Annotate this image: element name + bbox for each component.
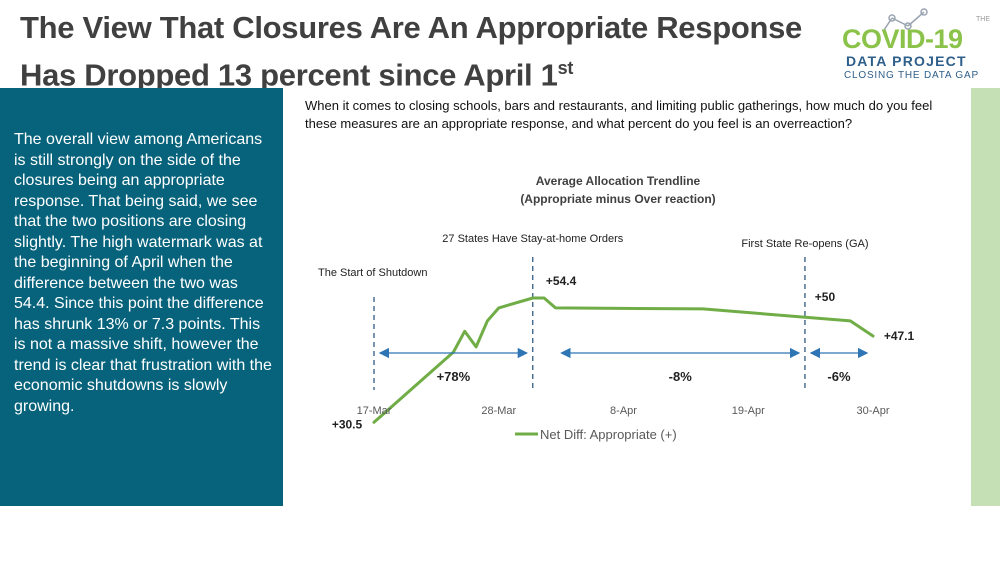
logo-tagline: CLOSING THE DATA GAP [844,70,979,81]
series-line [372,296,875,424]
logo-the: THE [976,16,990,23]
x-tick-label: 30-Apr [856,405,889,417]
change-label: -8% [669,369,693,384]
slide-title-text: The View That Closures Are An Appropriat… [20,10,802,93]
value-label: +50 [815,290,836,304]
chart-title: Average Allocation Trendline [536,174,701,188]
summary-text: The overall view among Americans is stil… [14,131,272,415]
legend-label: Net Diff: Appropriate (+) [540,427,677,442]
logo-data-project: DATA PROJECT [846,53,967,69]
event-label: First State Re-opens (GA) [741,238,868,250]
event-label: 27 States Have Stay-at-home Orders [442,233,623,245]
change-label: -6% [827,369,851,384]
network-graph-icon [883,8,928,31]
x-tick-label: 17-Mar [357,405,392,417]
logo-covid19: COVID-19 [842,24,963,54]
slide-title-sup: st [557,58,574,78]
event-label: The Start of Shutdown [318,267,427,279]
survey-question: When it comes to closing schools, bars a… [305,98,933,131]
trendline-chart: Average Allocation Trendline (Appropriate… [318,174,915,442]
x-tick-label: 8-Apr [610,405,637,417]
covid19-data-project-logo: THE COVID-19 DATA PROJECT CLOSING THE DA… [838,6,993,86]
value-label: +47.1 [884,329,915,343]
summary-panel: The overall view among Americans is stil… [0,88,283,506]
change-label: +78% [437,369,471,384]
value-label: +54.4 [546,274,577,288]
x-tick-label: 28-Mar [481,405,516,417]
chart-subtitle: (Appropriate minus Over reaction) [520,192,715,206]
x-tick-label: 19-Apr [732,405,765,417]
slide-title: The View That Closures Are An Appropriat… [20,8,830,95]
decorative-strip [971,88,1000,506]
value-label: +30.5 [332,417,363,431]
